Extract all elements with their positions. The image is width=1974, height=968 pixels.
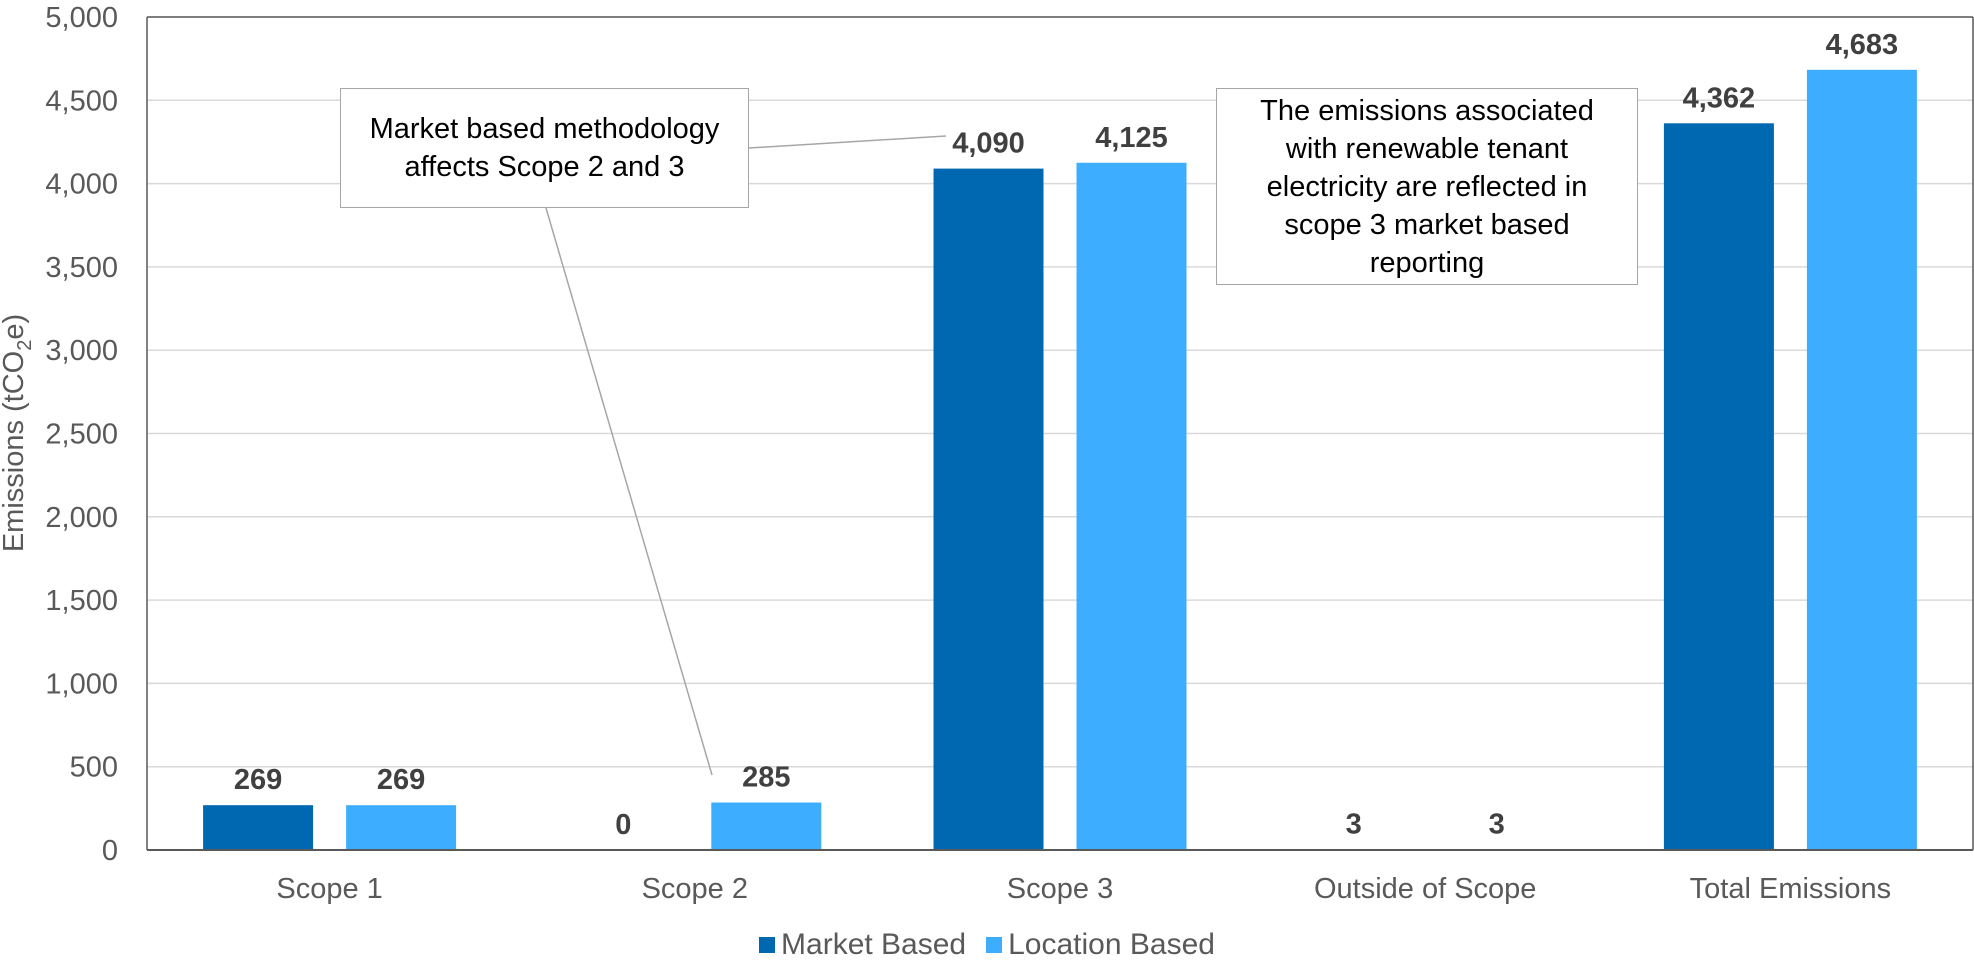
annotation-renewable-tenant: The emissions associated with renewable … xyxy=(1216,88,1638,285)
y-tick-label: 4,000 xyxy=(45,169,118,201)
leader-line-scope2 xyxy=(546,208,712,775)
legend-item-location-based: Location Based xyxy=(986,928,1215,962)
y-axis-title: Emissions (tCO2e) xyxy=(0,314,36,552)
bar-location-based xyxy=(1807,70,1917,850)
data-label: 0 xyxy=(615,809,631,841)
data-label: 4,683 xyxy=(1826,29,1899,61)
data-label: 4,362 xyxy=(1683,82,1756,114)
legend-label: Market Based xyxy=(781,928,966,962)
data-label: 4,125 xyxy=(1095,122,1168,154)
y-tick-label: 5,000 xyxy=(45,2,118,34)
y-tick-label: 1,000 xyxy=(45,668,118,700)
y-tick-label: 2,000 xyxy=(45,502,118,534)
legend: Market Based Location Based xyxy=(0,928,1974,962)
bar-location-based xyxy=(346,805,456,850)
x-tick-label: Outside of Scope xyxy=(1314,873,1536,905)
legend-swatch xyxy=(986,937,1002,953)
data-label: 285 xyxy=(742,762,790,794)
legend-item-market-based: Market Based xyxy=(759,928,966,962)
x-tick-label: Scope 1 xyxy=(276,873,382,905)
legend-label: Location Based xyxy=(1008,928,1215,962)
y-tick-label: 2,500 xyxy=(45,419,118,451)
data-label: 3 xyxy=(1489,809,1505,841)
bar-market-based xyxy=(203,805,313,850)
y-tick-label: 3,000 xyxy=(45,335,118,367)
x-tick-label: Scope 2 xyxy=(642,873,748,905)
bar-market-based xyxy=(1664,123,1774,850)
legend-swatch xyxy=(759,937,775,953)
annotation-market-methodology: Market based methodology affects Scope 2… xyxy=(340,88,749,208)
y-tick-label: 500 xyxy=(70,752,118,784)
data-label: 3 xyxy=(1346,809,1362,841)
annotation-text: The emissions associated with renewable … xyxy=(1260,92,1594,282)
x-tick-label: Total Emissions xyxy=(1690,873,1891,905)
y-tick-label: 0 xyxy=(102,835,118,867)
bar-market-based xyxy=(934,169,1044,850)
callout-leaders xyxy=(546,136,946,775)
y-tick-label: 1,500 xyxy=(45,585,118,617)
data-label: 269 xyxy=(377,764,425,796)
y-tick-label: 4,500 xyxy=(45,85,118,117)
x-tick-label: Scope 3 xyxy=(1007,873,1113,905)
data-label: 269 xyxy=(234,764,282,796)
annotation-text: Market based methodology affects Scope 2… xyxy=(370,110,720,186)
leader-line-scope3 xyxy=(749,136,946,148)
bar-location-based xyxy=(1077,163,1187,850)
y-tick-label: 3,500 xyxy=(45,252,118,284)
data-label: 4,090 xyxy=(952,128,1025,160)
bar-location-based xyxy=(711,803,821,850)
